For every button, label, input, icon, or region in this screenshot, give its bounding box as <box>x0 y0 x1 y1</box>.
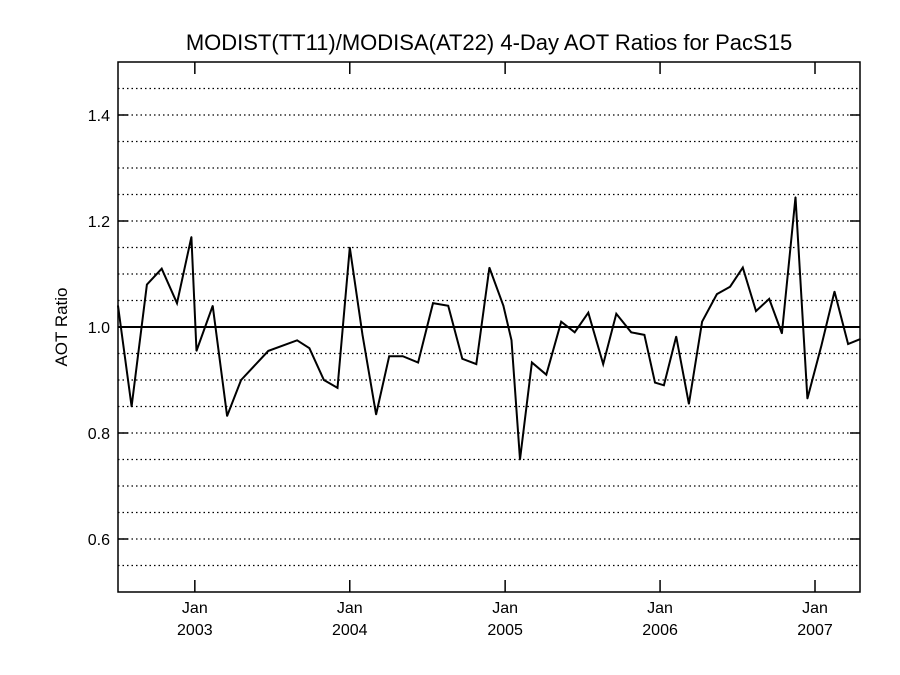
y-tick-label: 1.0 <box>88 320 110 337</box>
data-point <box>510 339 513 342</box>
data-point <box>729 285 731 288</box>
x-tick-label-year: 2006 <box>642 622 678 639</box>
data-point <box>643 334 646 336</box>
data-point <box>663 384 665 387</box>
data-point <box>447 305 450 307</box>
data-point <box>560 320 562 323</box>
data-point <box>847 343 849 345</box>
data-point <box>794 196 797 198</box>
data-point <box>375 413 377 416</box>
data-point <box>461 358 464 360</box>
series-line-0 <box>117 197 861 460</box>
data-point <box>833 290 836 293</box>
data-point <box>240 379 242 381</box>
data-point <box>587 311 590 314</box>
data-point <box>531 361 533 364</box>
data-point <box>502 305 505 307</box>
x-tick-label-month: Jan <box>802 600 828 617</box>
series-layer <box>117 196 861 461</box>
data-point <box>806 397 809 400</box>
data-point <box>716 293 718 295</box>
x-tick-label-month: Jan <box>647 600 673 617</box>
data-point <box>402 355 404 357</box>
y-tick-label: 0.6 <box>88 532 110 549</box>
data-point <box>602 363 604 365</box>
chart-title: MODIST(TT11)/MODISA(AT22) 4-Day AOT Rati… <box>185 30 793 55</box>
data-point <box>519 458 521 461</box>
x-axis: Jan 2003 Jan 2004 Jan 2005 Jan 2006 Jan 2007 <box>177 62 833 639</box>
data-point <box>211 305 214 307</box>
y-axis-title: AOT Ratio <box>52 287 71 366</box>
data-point <box>820 344 823 347</box>
data-point <box>768 298 770 300</box>
y-axis: 0.6 0.8 1.0 1.2 1.4 <box>88 108 860 549</box>
data-point <box>688 403 690 405</box>
data-point <box>176 302 178 304</box>
data-point <box>488 266 491 269</box>
data-point <box>336 387 339 389</box>
data-point <box>573 331 576 334</box>
x-tick-label-year: 2004 <box>332 622 368 639</box>
data-point <box>361 334 364 336</box>
y-tick-label: 1.4 <box>88 108 110 125</box>
x-tick-label-month: Jan <box>182 600 208 617</box>
data-point <box>630 331 633 334</box>
data-point <box>348 246 351 249</box>
data-point <box>475 363 478 365</box>
data-point <box>432 302 434 304</box>
x-tick-label-year: 2003 <box>177 622 213 639</box>
y-tick-label: 0.8 <box>88 426 110 443</box>
data-point <box>417 361 419 364</box>
data-point <box>267 350 270 352</box>
data-point <box>654 381 656 384</box>
x-tick-label-month: Jan <box>492 600 518 617</box>
data-point <box>781 332 783 335</box>
data-point <box>130 405 133 408</box>
data-point <box>388 355 391 357</box>
data-point <box>146 283 148 286</box>
data-point <box>195 350 198 352</box>
data-point <box>742 266 744 269</box>
data-point <box>160 267 163 270</box>
data-point <box>308 347 311 350</box>
data-point <box>190 236 193 238</box>
y-tick-label: 1.2 <box>88 214 110 231</box>
x-tick-label-month: Jan <box>337 600 363 617</box>
data-point <box>323 379 325 381</box>
data-point <box>615 312 618 315</box>
x-tick-label-year: 2005 <box>487 622 523 639</box>
data-point <box>755 310 757 312</box>
data-point <box>296 339 298 342</box>
x-tick-label-year: 2007 <box>797 622 833 639</box>
data-point <box>701 320 703 323</box>
data-point <box>545 373 548 376</box>
data-point <box>675 335 677 338</box>
data-point <box>226 415 228 417</box>
